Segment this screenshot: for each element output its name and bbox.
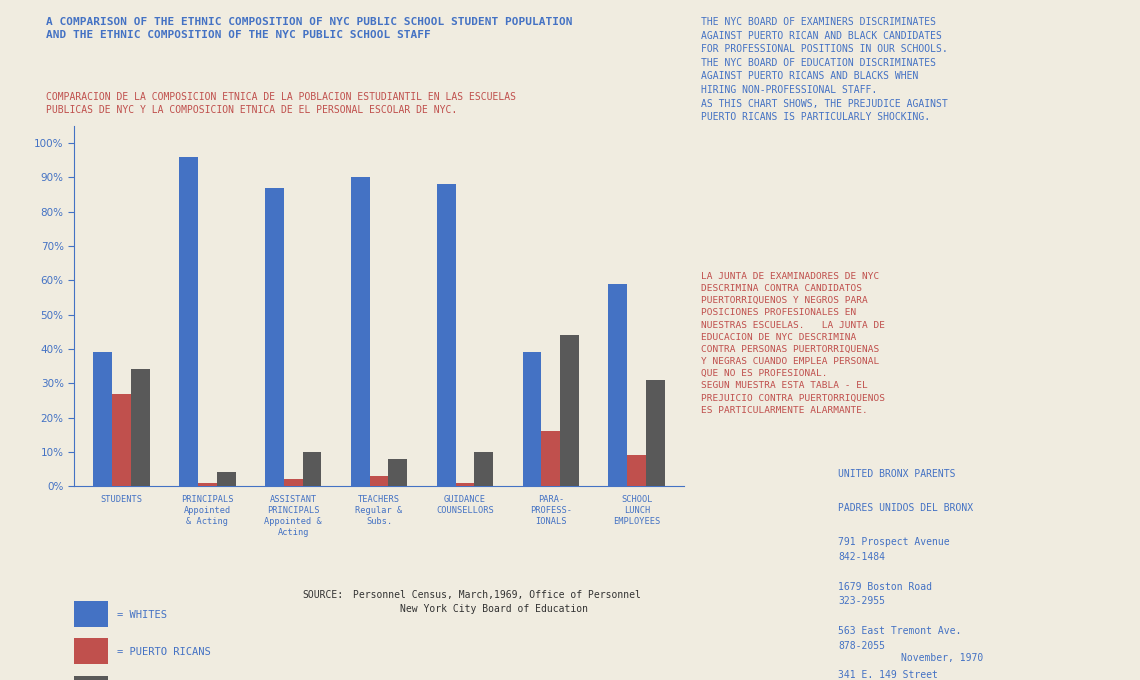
Text: THE NYC BOARD OF EXAMINERS DISCRIMINATES
AGAINST PUERTO RICAN AND BLACK CANDIDAT: THE NYC BOARD OF EXAMINERS DISCRIMINATES… (701, 17, 947, 122)
Bar (179, 156, 198, 486)
Bar (93, 352, 112, 486)
Bar (456, 483, 474, 486)
Text: = PUERTO RICANS: = PUERTO RICANS (117, 647, 211, 658)
Bar (522, 352, 542, 486)
Bar (351, 177, 369, 486)
Bar (112, 394, 131, 486)
Bar (198, 483, 217, 486)
Bar (646, 380, 665, 486)
Bar (389, 459, 407, 486)
Bar (131, 369, 149, 486)
Text: Personnel Census, March,1969, Office of Personnel
        New York City Board of: Personnel Census, March,1969, Office of … (353, 590, 642, 613)
Bar (542, 431, 560, 486)
Text: PADRES UNIDOS DEL BRONX: PADRES UNIDOS DEL BRONX (838, 503, 974, 513)
Text: November, 1970: November, 1970 (901, 653, 983, 663)
Bar (217, 473, 236, 486)
Bar (609, 284, 627, 486)
Bar (474, 452, 494, 486)
Text: LA JUNTA DE EXAMINADORES DE NYC
DESCRIMINA CONTRA CANDIDATOS
PUERTORRIQUENOS Y N: LA JUNTA DE EXAMINADORES DE NYC DESCRIMI… (701, 272, 885, 415)
Text: A COMPARISON OF THE ETHNIC COMPOSITION OF NYC PUBLIC SCHOOL STUDENT POPULATION
A: A COMPARISON OF THE ETHNIC COMPOSITION O… (46, 17, 572, 40)
Bar (437, 184, 456, 486)
Text: UNITED BRONX PARENTS: UNITED BRONX PARENTS (838, 469, 955, 479)
Text: COMPARACION DE LA COMPOSICION ETNICA DE LA POBLACION ESTUDIANTIL EN LAS ESCUELAS: COMPARACION DE LA COMPOSICION ETNICA DE … (46, 92, 515, 115)
Bar (369, 476, 389, 486)
Bar (560, 335, 579, 486)
Text: SOURCE:: SOURCE: (302, 590, 343, 600)
Text: = WHITES: = WHITES (117, 610, 168, 620)
Text: 791 Prospect Avenue
842-1484

1679 Boston Road
323-2955

563 East Tremont Ave.
8: 791 Prospect Avenue 842-1484 1679 Boston… (838, 537, 961, 680)
Bar (302, 452, 321, 486)
Bar (264, 188, 284, 486)
Bar (627, 456, 646, 486)
Bar (284, 479, 302, 486)
